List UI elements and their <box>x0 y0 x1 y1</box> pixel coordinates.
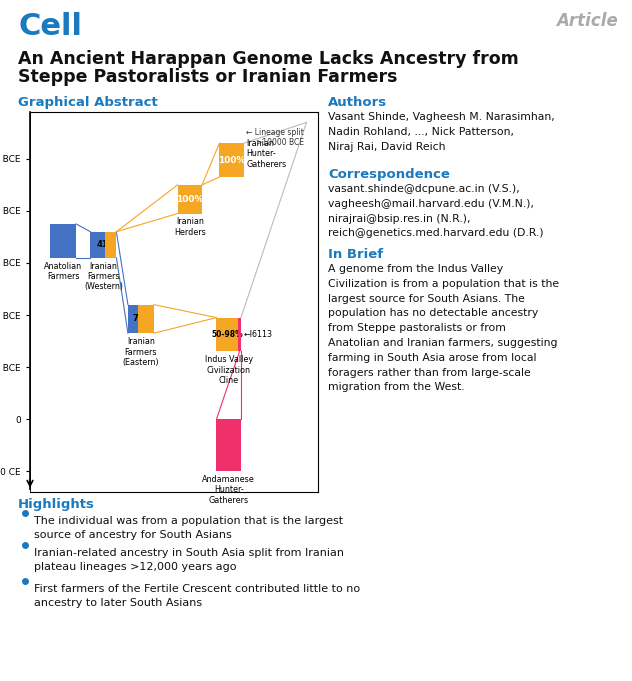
Bar <box>217 317 241 351</box>
Text: Cell: Cell <box>18 12 82 41</box>
Bar <box>217 419 241 471</box>
Text: ←I6113: ←I6113 <box>244 330 273 339</box>
Bar <box>105 232 116 257</box>
Text: Steppe Pastoralists or Iranian Farmers: Steppe Pastoralists or Iranian Farmers <box>18 68 398 86</box>
Text: 100%: 100% <box>218 156 245 165</box>
Text: 41%: 41% <box>96 240 116 249</box>
Bar <box>219 143 244 177</box>
Text: Authors: Authors <box>328 96 387 109</box>
Text: Iranian
Herders: Iranian Herders <box>174 217 205 237</box>
Text: Article: Article <box>556 12 618 30</box>
Text: vasant.shinde@dcpune.ac.in (V.S.),
vagheesh@mail.harvard.edu (V.M.N.),
nirajrai@: vasant.shinde@dcpune.ac.in (V.S.), vaghe… <box>328 184 544 238</box>
Bar <box>90 232 116 257</box>
Bar <box>50 224 76 257</box>
Text: In Brief: In Brief <box>328 248 383 261</box>
Text: Correspondence: Correspondence <box>328 168 450 181</box>
Text: The individual was from a population that is the largest
source of ancestry for : The individual was from a population tha… <box>34 516 343 540</box>
Bar <box>238 317 241 351</box>
Text: Highlights: Highlights <box>18 498 95 511</box>
Text: Anatolian
Farmers: Anatolian Farmers <box>44 262 82 281</box>
Text: Iranian
Hunter-
Gatherers: Iranian Hunter- Gatherers <box>246 139 287 168</box>
Text: Indus Valley
Civilization
Cline: Indus Valley Civilization Cline <box>205 355 253 385</box>
Bar <box>138 304 154 333</box>
Text: Iranian-related ancestry in South Asia split from Iranian
plateau lineages >12,0: Iranian-related ancestry in South Asia s… <box>34 548 344 572</box>
Text: ← Lineage split
   >10000 BCE: ← Lineage split >10000 BCE <box>246 127 303 147</box>
Bar <box>178 185 202 214</box>
Text: Iranian
Farmers
(Western): Iranian Farmers (Western) <box>84 262 123 291</box>
Text: 100%: 100% <box>176 195 204 204</box>
Text: First farmers of the Fertile Crescent contributed little to no
ancestry to later: First farmers of the Fertile Crescent co… <box>34 584 360 608</box>
Text: A genome from the Indus Valley
Civilization is from a population that is the
lar: A genome from the Indus Valley Civilizat… <box>328 264 559 392</box>
Text: Graphical Abstract: Graphical Abstract <box>18 96 158 109</box>
Text: Vasant Shinde, Vagheesh M. Narasimhan,
Nadin Rohland, ..., Nick Patterson,
Niraj: Vasant Shinde, Vagheesh M. Narasimhan, N… <box>328 112 555 152</box>
Text: 70%: 70% <box>132 315 152 323</box>
Text: Iranian
Farmers
(Eastern): Iranian Farmers (Eastern) <box>123 337 159 367</box>
Text: Andamanese
Hunter-
Gatherers: Andamanese Hunter- Gatherers <box>202 475 255 505</box>
Text: 50-98%: 50-98% <box>212 330 243 339</box>
Text: An Ancient Harappan Genome Lacks Ancestry from: An Ancient Harappan Genome Lacks Ancestr… <box>18 50 519 68</box>
Bar <box>128 304 154 333</box>
